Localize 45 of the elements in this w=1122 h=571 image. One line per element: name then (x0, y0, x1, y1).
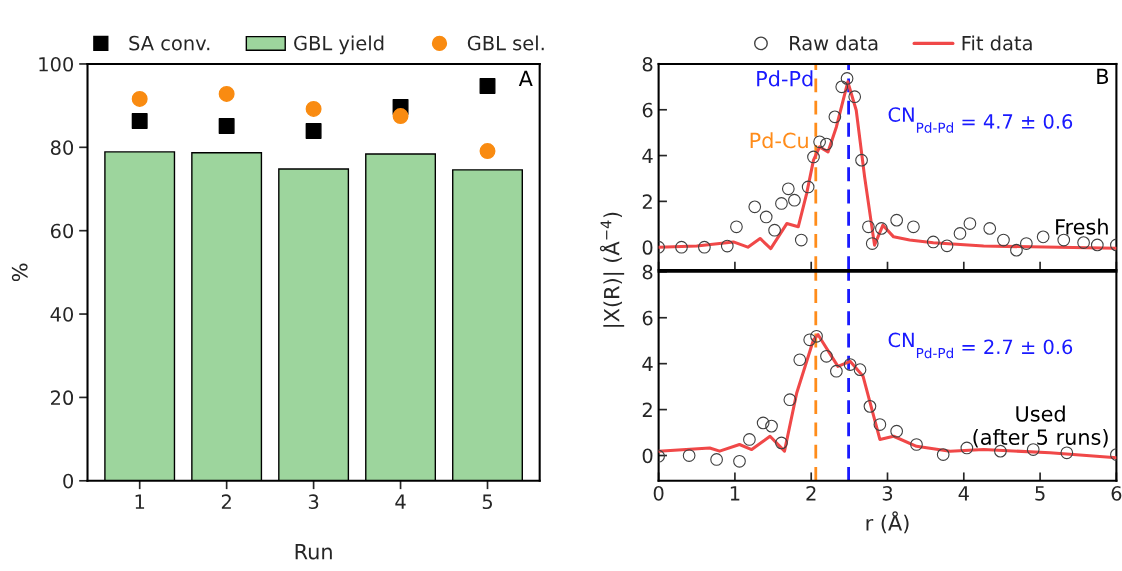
y-tick-label: 40 (50, 307, 74, 322)
x-tick-label: 5 (1035, 486, 1045, 501)
legend-label: GBL yield (294, 35, 384, 55)
annotation: B (1097, 68, 1109, 84)
y-tick-label: 4 (642, 356, 653, 372)
y-tick-label: 0 (642, 240, 653, 255)
annotation: CNPd-Pd = 2.7 ± 0.6 (888, 332, 1073, 359)
annotation: A (518, 70, 533, 87)
y-tick-label: 0 (642, 448, 653, 464)
annotation: CNPd-Pd = 4.7 ± 0.6 (888, 107, 1073, 133)
x-tick-label: 0 (653, 485, 664, 501)
y-tick-label: 0 (63, 473, 74, 489)
y-tick-label: 80 (50, 140, 74, 155)
legend-label: Raw data (790, 35, 878, 51)
x-tick-label: 4 (958, 486, 969, 501)
y-axis-title: |X(R)| (Å$^{−4}$) (599, 212, 625, 327)
y-tick-label: 4 (642, 148, 653, 163)
y-tick-label: 2 (642, 402, 652, 417)
y-axis-title: % (11, 263, 28, 282)
x-tick-label: 1 (730, 486, 740, 501)
annotation: Used (after 5 runs) (973, 405, 1108, 448)
x-axis-title: Run (295, 543, 332, 560)
legend-label: GBL sel. (467, 35, 544, 51)
x-tick-label: 1 (135, 494, 145, 509)
x-tick-label: 2 (806, 485, 816, 501)
ref-line-label: Pd-Cu (750, 132, 808, 149)
y-tick-label: 20 (51, 390, 74, 406)
x-tick-label: 6 (1111, 485, 1122, 501)
y-tick-label: 6 (642, 102, 653, 118)
y-tick-label: 8 (642, 56, 653, 72)
legend-label: Fit data (962, 35, 1032, 51)
y-tick-label: 8 (642, 264, 653, 280)
x-tick-label: 4 (395, 494, 406, 509)
y-tick-label: 100 (39, 56, 74, 72)
y-tick-label: 2 (642, 194, 652, 209)
x-axis-title: r (Å) (866, 511, 909, 534)
x-tick-label: 5 (482, 494, 492, 510)
y-tick-label: 60 (50, 223, 74, 239)
y-tick-label: 6 (642, 310, 653, 326)
legend-label: SA conv. (129, 35, 210, 51)
x-tick-label: 2 (221, 494, 231, 509)
x-tick-label: 3 (882, 485, 893, 501)
ref-line-label: Pd-Pd (757, 70, 813, 87)
x-tick-label: 3 (308, 494, 319, 510)
annotation: Fresh (1056, 218, 1108, 235)
